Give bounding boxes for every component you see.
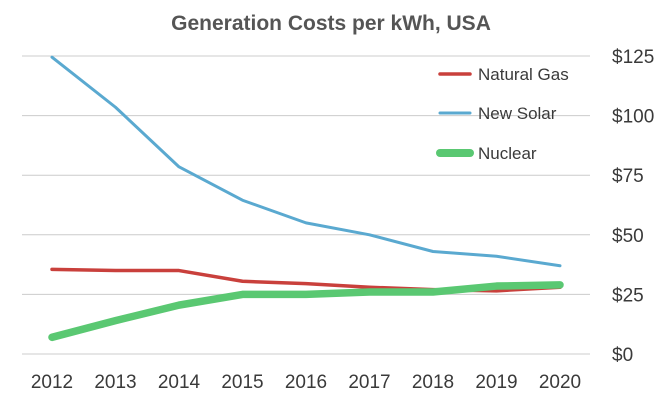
y-tick-label: $50 bbox=[612, 226, 644, 247]
series-line-nuclear bbox=[48, 281, 564, 342]
x-tick-label: 2018 bbox=[412, 372, 454, 393]
x-tick-label: 2017 bbox=[348, 372, 390, 393]
x-tick-label: 2015 bbox=[221, 372, 263, 393]
x-tick-label: 2016 bbox=[285, 372, 327, 393]
legend-label: New Solar bbox=[478, 104, 557, 123]
y-tick-label: $25 bbox=[612, 285, 644, 306]
legend-label: Natural Gas bbox=[478, 65, 569, 84]
series-line-new-solar bbox=[50, 55, 562, 268]
y-tick-label: $125 bbox=[612, 47, 654, 68]
x-tick-label: 2019 bbox=[475, 372, 517, 393]
x-tick-label: 2012 bbox=[31, 372, 73, 393]
series-lines bbox=[48, 55, 564, 342]
y-tick-label: $75 bbox=[612, 166, 644, 187]
x-axis-ticks: 2012 2013 2014 2015 2016 2017 2018 2019 2020 bbox=[31, 372, 581, 393]
y-tick-label: $0 bbox=[612, 345, 633, 366]
x-tick-label: 2020 bbox=[539, 372, 581, 393]
chart-title: Generation Costs per kWh, USA bbox=[171, 12, 491, 35]
y-tick-label: $100 bbox=[612, 107, 654, 128]
x-tick-label: 2014 bbox=[158, 372, 201, 393]
x-tick-label: 2013 bbox=[94, 372, 136, 393]
legend: Natural Gas New Solar Nuclear bbox=[436, 65, 569, 163]
legend-label: Nuclear bbox=[478, 144, 537, 163]
y-axis-ticks: $0 $25 $50 $75 $100 $125 bbox=[612, 47, 654, 366]
